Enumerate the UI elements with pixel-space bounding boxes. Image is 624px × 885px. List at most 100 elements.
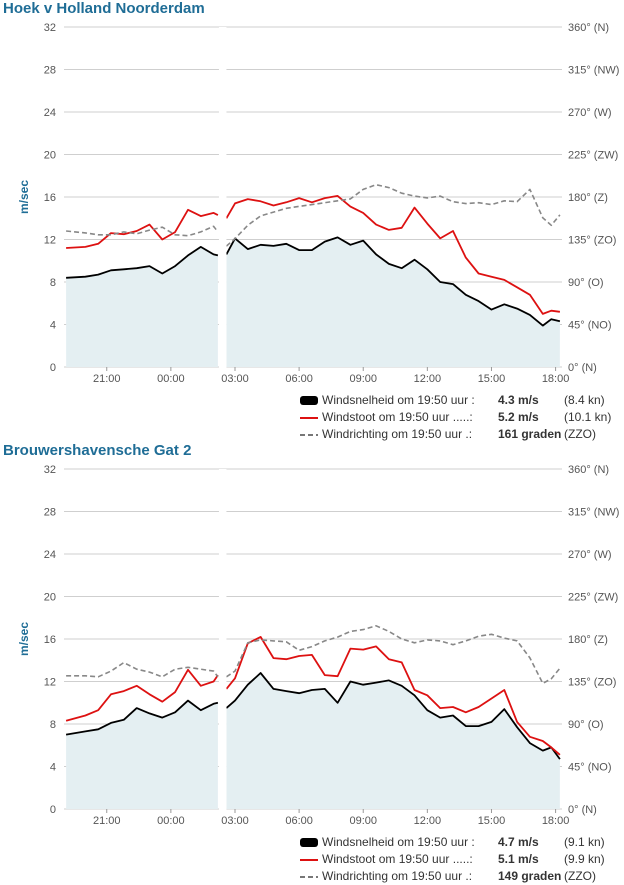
legend-row-windsnelheid[interactable]: Windsnelheid om 19:50 uur : 4.7 m/s (9.1… [296, 834, 622, 851]
x-tick-label: 06:00 [285, 373, 313, 385]
legend-extra: (8.4 kn) [564, 393, 605, 407]
windstoot-swatch-icon [300, 859, 318, 861]
legend-row-windstoot[interactable]: Windstoot om 19:50 uur .....: 5.1 m/s (9… [296, 851, 622, 868]
x-tick-label: 00:00 [157, 815, 185, 827]
legend-value: 5.1 m/s [498, 852, 539, 866]
legend-label: Windrichting om 19:50 uur .: [322, 869, 473, 883]
windstoot-swatch-icon [300, 417, 318, 419]
y-tick-label: 20 [44, 150, 56, 162]
y2-tick-label: 270° (W) [568, 549, 612, 561]
y-tick-label: 28 [44, 507, 56, 519]
legend-label: Windstoot om 19:50 uur .....: [322, 410, 473, 424]
legend-row-windsnelheid[interactable]: Windsnelheid om 19:50 uur : 4.3 m/s (8.4… [296, 392, 622, 409]
x-tick-label: 03:00 [221, 373, 249, 385]
y-tick-label: 0 [50, 362, 56, 374]
y-tick-label: 8 [50, 719, 56, 731]
windrichting-line [66, 225, 219, 237]
windstoot-line [225, 636, 561, 756]
y2-tick-label: 0° (N) [568, 362, 597, 374]
y-tick-label: 20 [44, 592, 56, 604]
y2-tick-label: 315° (NW) [568, 507, 619, 519]
wind-chart: 0 4 8 12 16 20 24 28 32 0° (N) 45° (NO) 90° (O) 135°… [17, 464, 619, 827]
data-gap [218, 469, 227, 810]
x-tick-label: 15:00 [478, 373, 506, 385]
windrichting-line [225, 183, 561, 247]
legend-extra: (10.1 kn) [564, 410, 612, 424]
legend-extra: (9.9 kn) [564, 852, 605, 866]
legend-value: 149 graden [498, 869, 562, 883]
y2-tick-label: 45° (NO) [568, 320, 612, 332]
windsnelheid-area [66, 700, 218, 809]
x-tick-label: 18:00 [542, 815, 570, 827]
y-tick-label: 8 [50, 277, 56, 289]
y-tick-label: 32 [44, 22, 56, 34]
windrichting-swatch-icon [300, 434, 318, 436]
y-tick-label: 16 [44, 192, 56, 204]
windsnelheid-area [226, 673, 560, 809]
y2-tick-label: 45° (NO) [568, 762, 612, 774]
legend-label: Windsnelheid om 19:50 uur : [322, 835, 475, 849]
windsnelheid-swatch-icon [300, 396, 318, 405]
y-tick-label: 32 [44, 464, 56, 476]
y-axis-title: m/sec [17, 622, 31, 656]
y2-tick-label: 0° (N) [568, 804, 597, 816]
y2-tick-label: 270° (W) [568, 107, 612, 119]
legend-label: Windrichting om 19:50 uur .: [322, 427, 473, 441]
y-tick-label: 16 [44, 634, 56, 646]
legend-row-windstoot[interactable]: Windstoot om 19:50 uur .....: 5.2 m/s (1… [296, 409, 622, 426]
windrichting-line [225, 625, 561, 685]
windrichting-swatch-icon [300, 876, 318, 878]
legend-value: 4.3 m/s [498, 393, 539, 407]
station-panel-1: Brouwershavensche Gat 2 0 4 8 12 16 20 24 28 32 0… [0, 442, 624, 884]
station-title: Hoek v Holland Noorderdam [3, 0, 205, 17]
x-tick-label: 03:00 [221, 815, 249, 827]
data-gap [218, 27, 227, 368]
windsnelheid-line [225, 672, 561, 760]
y-tick-label: 12 [44, 677, 56, 689]
y2-tick-label: 90° (O) [568, 277, 604, 289]
windsnelheid-swatch-icon [300, 838, 318, 847]
x-tick-label: 00:00 [157, 373, 185, 385]
y-tick-label: 4 [50, 762, 56, 774]
x-tick-label: 21:00 [93, 815, 121, 827]
y-tick-label: 24 [44, 107, 56, 119]
y2-tick-label: 135° (ZO) [568, 677, 616, 689]
legend-extra: (9.1 kn) [564, 835, 605, 849]
y2-tick-label: 360° (N) [568, 464, 609, 476]
legend-value: 4.7 m/s [498, 835, 539, 849]
y2-tick-label: 225° (ZW) [568, 150, 618, 162]
y2-tick-label: 135° (ZO) [568, 235, 616, 247]
x-tick-label: 12:00 [414, 815, 442, 827]
legend-row-windrichting[interactable]: Windrichting om 19:50 uur .: 149 graden … [296, 868, 622, 885]
x-tick-label: 18:00 [542, 373, 570, 385]
x-tick-label: 09:00 [349, 815, 377, 827]
windsnelheid-line [66, 246, 219, 279]
legend-label: Windsnelheid om 19:50 uur : [322, 393, 475, 407]
chart-legend: Windsnelheid om 19:50 uur : 4.7 m/s (9.1… [296, 834, 622, 885]
windstoot-line [65, 668, 219, 722]
y-tick-label: 24 [44, 549, 56, 561]
wind-chart: 0 4 8 12 16 20 24 28 32 0° (N) 45° (NO) 90° (O) 135°… [17, 22, 619, 385]
legend-row-windrichting[interactable]: Windrichting om 19:50 uur .: 161 graden … [296, 426, 622, 443]
windstoot-line [66, 208, 219, 249]
x-tick-label: 15:00 [478, 815, 506, 827]
y-tick-label: 0 [50, 804, 56, 816]
station-title: Brouwershavensche Gat 2 [3, 442, 192, 459]
y-tick-label: 4 [50, 320, 56, 332]
chart-legend: Windsnelheid om 19:50 uur : 4.3 m/s (8.4… [296, 392, 622, 443]
windsnelheid-area [66, 246, 218, 367]
y-tick-label: 28 [44, 65, 56, 77]
y2-tick-label: 90° (O) [568, 719, 604, 731]
x-tick-label: 06:00 [285, 815, 313, 827]
y2-tick-label: 180° (Z) [568, 192, 608, 204]
y2-tick-label: 225° (ZW) [568, 592, 618, 604]
y-axis-title: m/sec [17, 180, 31, 214]
y2-tick-label: 360° (N) [568, 22, 609, 34]
windrichting-line [66, 661, 219, 678]
windsnelheid-line [65, 699, 219, 736]
legend-extra: (ZZO) [564, 427, 596, 441]
y2-tick-label: 180° (Z) [568, 634, 608, 646]
legend-value: 5.2 m/s [498, 410, 539, 424]
station-panel-0: Hoek v Holland Noorderdam 0 4 8 12 16 20 24 28 3… [0, 0, 624, 442]
legend-label: Windstoot om 19:50 uur .....: [322, 852, 473, 866]
